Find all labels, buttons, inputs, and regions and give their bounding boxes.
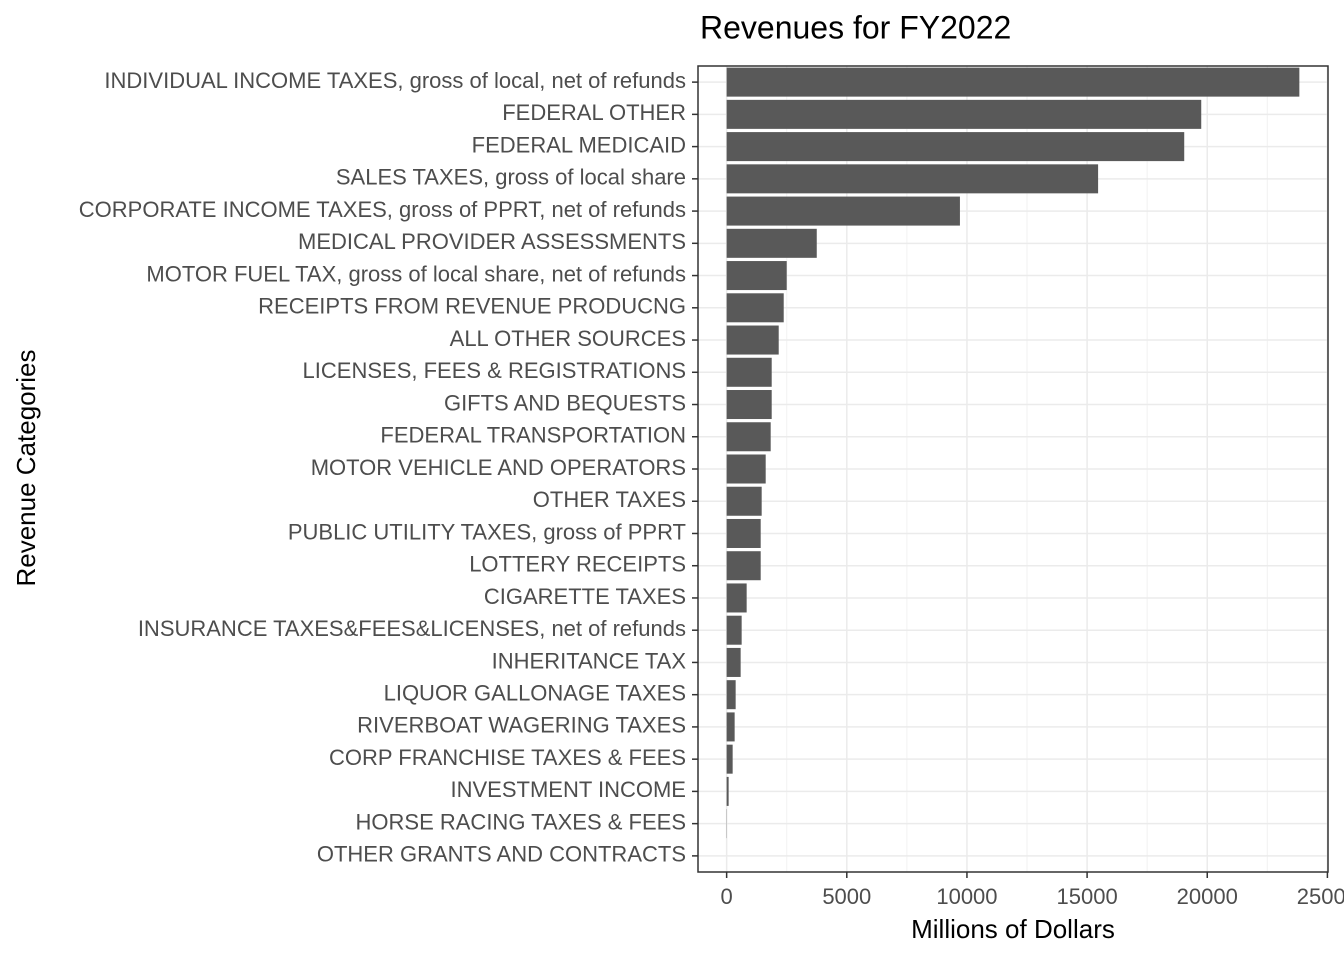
bar [726,422,771,452]
bar [726,132,1185,162]
bar [726,615,742,645]
chart-title: Revenues for FY2022 [700,9,1011,45]
y-tick-label: FEDERAL OTHER [502,100,686,125]
y-tick-label: OTHER TAXES [533,487,686,512]
y-tick-label: CORPORATE INCOME TAXES, gross of PPRT, n… [79,197,686,222]
x-axis-label: Millions of Dollars [911,914,1115,944]
bar [726,164,1099,194]
bar [726,776,729,806]
bar [726,99,1202,129]
bar [726,293,784,323]
bar [726,325,779,355]
x-tick-label: 10000 [936,884,997,909]
bar [726,261,787,291]
y-tick-label: SALES TAXES, gross of local share [336,165,686,190]
y-tick-label: HORSE RACING TAXES & FEES [356,809,686,834]
bar [726,67,1300,97]
y-tick-label: RIVERBOAT WAGERING TAXES [357,713,686,738]
y-tick-label: OTHER GRANTS AND CONTRACTS [317,842,686,867]
bar [726,551,761,581]
y-tick-label: LIQUOR GALLONAGE TAXES [384,680,686,705]
y-tick-label: RECEIPTS FROM REVENUE PRODUCNG [258,294,686,319]
x-tick-label: 5000 [822,884,871,909]
y-axis-label: Revenue Categories [11,349,41,586]
y-tick-label: MOTOR FUEL TAX, gross of local share, ne… [146,261,686,286]
bar [726,486,762,516]
y-tick-label: PUBLIC UTILITY TAXES, gross of PPRT [288,519,686,544]
y-tick-label: CORP FRANCHISE TAXES & FEES [329,745,686,770]
x-tick-label: 15000 [1057,884,1118,909]
bar [726,583,747,613]
bar [726,712,735,742]
y-tick-label: LOTTERY RECEIPTS [469,552,686,577]
bar [726,647,741,677]
y-tick-label: INSURANCE TAXES&FEES&LICENSES, net of re… [138,616,686,641]
bar [726,744,733,774]
bar [726,196,960,226]
bar [726,357,772,387]
bar [726,680,736,710]
bar [726,228,817,258]
y-tick-label: MOTOR VEHICLE AND OPERATORS [311,455,686,480]
bar [726,390,772,420]
x-tick-label: 0 [721,884,733,909]
y-tick-label: INHERITANCE TAX [492,648,687,673]
y-tick-label: INDIVIDUAL INCOME TAXES, gross of local,… [104,68,686,93]
y-tick-label: CIGARETTE TAXES [484,584,686,609]
y-tick-label: MEDICAL PROVIDER ASSESSMENTS [298,229,686,254]
bar [726,454,766,484]
bar [726,518,761,548]
y-tick-label: ALL OTHER SOURCES [450,326,686,351]
panel-border [697,65,1329,873]
y-tick-label: INVESTMENT INCOME [450,777,686,802]
y-tick-label: LICENSES, FEES & REGISTRATIONS [303,358,686,383]
y-tick-label: GIFTS AND BEQUESTS [444,390,686,415]
x-tick-label: 20000 [1177,884,1238,909]
y-tick-label: FEDERAL TRANSPORTATION [380,423,686,448]
x-tick-label: 25000 [1297,884,1344,909]
y-tick-label: FEDERAL MEDICAID [472,132,686,157]
